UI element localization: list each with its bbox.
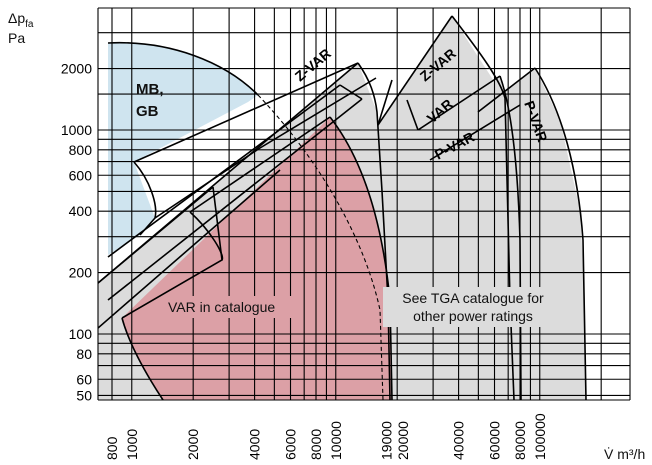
x-tick-label: 100000 [532, 413, 548, 460]
y-axis-symbol: Δp [8, 10, 26, 26]
x-tick-label: 6000 [283, 429, 299, 460]
x-tick-label: 2000 [185, 429, 201, 460]
pink-top [189, 116, 331, 213]
x-tick-label: 80000 [512, 421, 528, 460]
pink-lower [121, 317, 164, 400]
y-tick-label: 60 [76, 371, 92, 387]
mb-gb-label: MB, GB [136, 81, 164, 120]
y-tick-label: 80 [76, 346, 92, 362]
y-axis-label: Δpfa [8, 10, 33, 33]
y-tick-label: 200 [69, 265, 93, 281]
var-arc [499, 75, 522, 400]
z-var-label-1: Z-VAR [292, 45, 334, 84]
y-tick-label: 1000 [61, 122, 92, 138]
pink-arc [329, 116, 393, 400]
y-tick-label: 800 [69, 142, 93, 158]
var-edge [406, 99, 419, 131]
x-tick-label: 8000 [308, 429, 324, 460]
region-boundaries [98, 15, 587, 400]
x-tick-label: 19000 [379, 421, 395, 460]
band-2-bottom [107, 98, 363, 301]
p-var-top [477, 67, 536, 113]
y-tick-label: 400 [69, 203, 93, 219]
band-4 [154, 77, 377, 219]
z-var-2-inner [377, 79, 393, 126]
pink-start [189, 211, 224, 261]
p-var-lower [429, 104, 521, 161]
mb-gb-boundary [107, 41, 259, 96]
x-tick-label: 60000 [487, 421, 503, 460]
z-var-2-arc [451, 15, 515, 400]
y-axis-unit: Pa [8, 30, 26, 46]
x-tick-labels: 800 1000 2000 4000 6000 8000 10000 19000 20000 40… [104, 413, 548, 460]
grid [97, 7, 631, 401]
z-var-1-edge [357, 62, 391, 400]
y-tick-label: 50 [76, 387, 92, 403]
x-tick-label: 40000 [451, 421, 467, 460]
y-tick-label: 2000 [61, 61, 92, 77]
x-tick-label: 800 [104, 436, 120, 460]
z-var-2-top [377, 15, 453, 126]
x-axis-label: V̇ m³/h [604, 446, 646, 462]
y-tick-label: 100 [69, 326, 93, 342]
x-tick-label: 4000 [247, 429, 263, 460]
mb-gb-region [108, 42, 258, 255]
var-in-catalogue-box [164, 296, 300, 318]
band-3-top [133, 62, 359, 163]
var-in-catalogue-region [122, 117, 392, 400]
var-top [417, 75, 501, 131]
p-var-arc [534, 67, 587, 400]
y-axis-subscript: fa [25, 18, 34, 30]
band-1-bottom [98, 169, 281, 329]
x-tick-label: 1000 [124, 429, 140, 460]
z-var-1-diagonal [98, 62, 359, 284]
x-tick-label: 20000 [395, 421, 411, 460]
x-tick-label: 10000 [328, 421, 344, 460]
band-2-end [339, 84, 363, 100]
tga-note-box [383, 287, 565, 327]
dashed-boundary [257, 94, 384, 400]
y-tick-label: 600 [69, 167, 93, 183]
var-in-catalogue-label: VAR in catalogue [168, 299, 275, 315]
tga-note: See TGA catalogue for other power ratings [402, 290, 544, 324]
